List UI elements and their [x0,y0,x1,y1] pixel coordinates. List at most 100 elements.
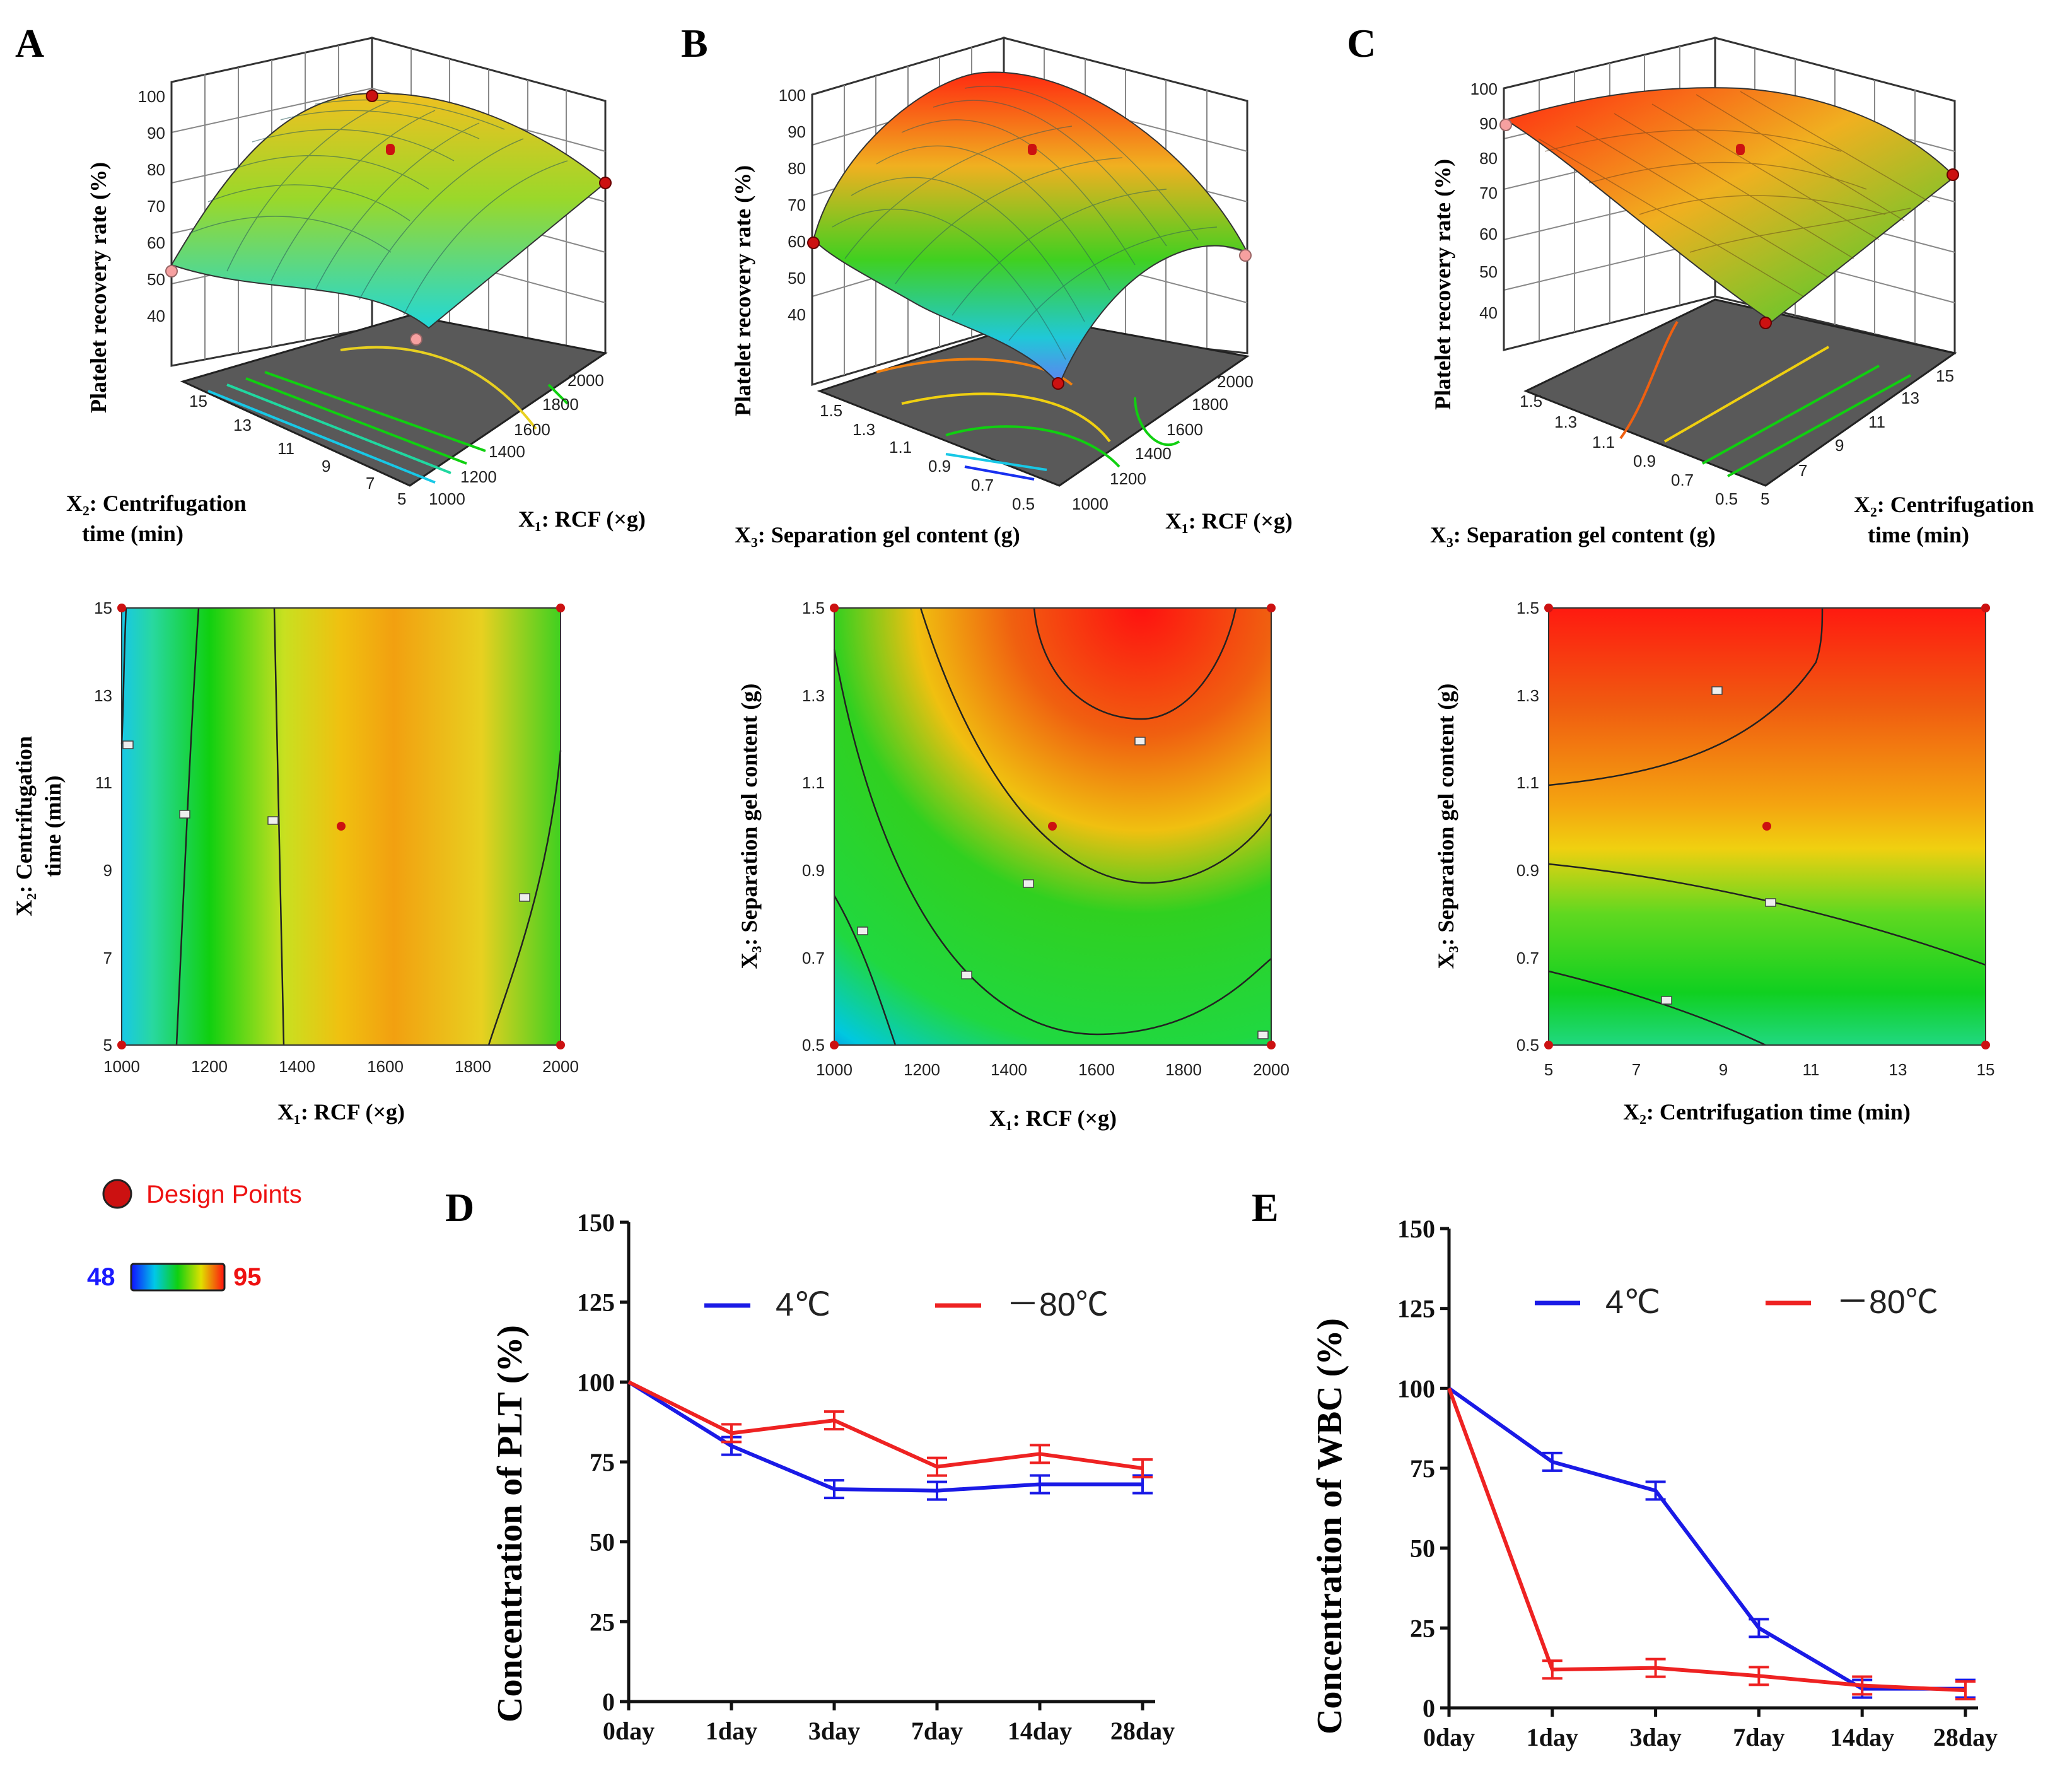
floor-plane [180,314,608,487]
y-tick-label: 50 [1410,1534,1435,1563]
color-scale: 48 95 [87,1263,262,1292]
y-tick: 13 [233,416,252,435]
y-axis-title-line2: time (min) [82,521,183,546]
y-tick: 0.5 [802,1036,825,1054]
legend-label-80c: －80℃ [1006,1287,1109,1323]
y-axis-title: X₃: Separation gel content (g) [1433,684,1458,969]
y-tick: 0.7 [971,476,994,494]
x-tick-label: 14day [1830,1723,1894,1751]
y-tick: 0.5 [1012,494,1035,513]
panel-label-d: D [445,1185,474,1230]
y-tick: 0.9 [928,457,951,476]
x-tick-label: 0day [603,1717,655,1745]
z-axis-title: Platelet recovery rate (%) [730,165,755,416]
design-point [830,604,839,612]
y-ticks: 0.5 0.7 0.9 1.1 1.3 1.5 [1516,599,1539,1054]
y-axis-title: Concentration of PLT (%) [491,1325,530,1722]
z-tick: 80 [1479,149,1498,168]
y-tick: 11 [1868,412,1885,431]
series-line [1448,1386,1965,1691]
design-points-legend: Design Points [102,1179,302,1209]
x-axis-title: X₁: RCF (×g) [518,506,646,532]
x-tick: 7 [1632,1060,1641,1079]
series-line [1447,1388,1966,1693]
z-tick: 100 [779,86,806,105]
design-point [1048,822,1057,831]
response-surface [812,71,1249,386]
x-tick-label: 3day [808,1717,860,1745]
x-tick: 0.7 [1671,470,1694,489]
surface-mesh [832,85,1218,360]
y-tick-label: 150 [1397,1215,1435,1243]
design-point [366,90,378,102]
y-tick-label: 75 [1410,1454,1435,1483]
series-d [627,1380,1153,1501]
y-tick: 1.3 [1516,686,1539,705]
contour-labels [122,740,530,902]
y-tick-label: 125 [577,1288,615,1317]
design-points [830,604,1276,1049]
surface-plot-a: 100 90 80 70 60 50 40 Platelet recovery … [66,37,646,546]
y-tick: 1.1 [889,438,912,457]
design-point [1544,604,1553,612]
x-axis-title: X₁: RCF (×g) [277,1099,405,1125]
x-tick: 1000 [103,1057,140,1076]
y-axis-title-line1: X₂: Centrifugation [1854,492,2034,517]
y-tick-label: 150 [577,1208,615,1237]
z-tick: 60 [788,232,806,251]
x-tick: 1200 [1110,469,1146,488]
x-tick: 1600 [514,420,550,439]
surface-mesh [189,99,568,316]
x-axis-title: X₁: RCF (×g) [1165,508,1293,534]
y-tick: 5 [103,1036,112,1054]
x-tick: 1600 [367,1057,404,1076]
z-tick: 80 [788,159,806,178]
y-axis-title-line2: time (min) [40,776,66,877]
y-tick: 7 [1798,461,1807,480]
y-tick-label: 75 [590,1448,615,1476]
design-points-legend-marker [102,1179,132,1209]
y-axis-title: X₃: Separation gel content (g) [735,522,1020,547]
y-tick: 0.7 [1516,949,1539,967]
legend-label-4c: 4℃ [776,1287,830,1323]
y-tick: 15 [1936,366,1954,385]
z-tick: 50 [788,269,806,288]
axes-d: 0 25 50 75 100 125 150 0day 1day 3day 7day 14day 28d… [577,1208,1175,1745]
design-point [1947,168,1959,181]
y-axis-title-line2: time (min) [1868,522,1969,547]
design-point [556,1041,565,1049]
x-axis-title: X₂: Centrifugation time (min) [1623,1099,1911,1125]
plot-frame [834,607,1272,1046]
design-point [599,177,612,189]
panel-label-e: E [1252,1185,1279,1230]
x-tick-label: 28day [1933,1723,1998,1751]
y-tick: 5 [397,489,406,508]
y-tick: 11 [95,773,112,792]
z-axis-b: 100 90 80 70 60 50 40 Platelet recovery … [730,86,813,416]
design-points [1544,604,1990,1049]
x-tick: 1200 [904,1060,940,1079]
line-chart-d: 0 25 50 75 100 125 150 0day 1day 3day 7day 14day 28d… [491,1208,1175,1745]
x-tick: 1600 [1167,420,1203,439]
panel-label-b: B [681,21,708,66]
series-e [1447,1386,1976,1701]
y-ticks: 0.5 0.7 0.9 1.1 1.3 1.5 [802,599,825,1054]
x-tick: 9 [1719,1060,1728,1079]
axes-e: 0 25 50 75 100 125 150 0day 1day 3day 7day 14day 28d… [1397,1215,1998,1751]
x-tick: 1000 [1072,494,1109,513]
design-point [1736,144,1745,155]
surface-design-points-b [807,144,1252,390]
y-axis-title-line1: X₂: Centrifugation [11,736,37,916]
y-tick-label: 25 [1410,1614,1435,1642]
y-tick: 1.5 [1516,599,1539,617]
x-tick-label: 1day [1527,1723,1578,1751]
design-points [117,604,565,1049]
y-tick: 13 [1901,389,1919,407]
y-tick-label: 50 [590,1528,615,1557]
panel-label-c: C [1347,21,1376,66]
x-axis-title: X₁: RCF (×g) [989,1106,1117,1131]
z-tick: 80 [147,160,165,179]
legend-d: 4℃ －80℃ [704,1287,1109,1323]
surface-plot-b: 100 90 80 70 60 50 40 Platelet recovery … [730,36,1293,547]
contour-labels [857,737,1269,1039]
